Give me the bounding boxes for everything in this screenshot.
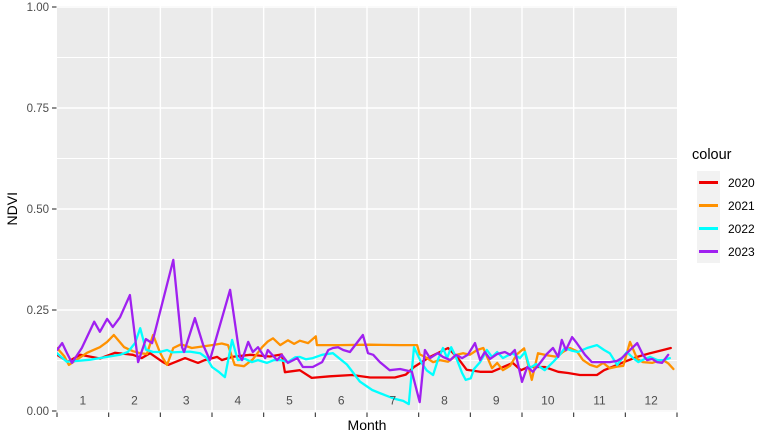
legend-item-label: 2021 <box>728 198 755 213</box>
legend-item-2022: 2022 <box>697 217 755 240</box>
x-axis-title: Month <box>347 417 387 433</box>
x-tick-label: 4 <box>234 394 241 408</box>
legend-item-label: 2020 <box>728 175 755 190</box>
y-tick-label: 0.75 <box>27 103 49 115</box>
legend-item-2021: 2021 <box>697 194 755 217</box>
legend: colour 2020 2021 2022 2023 <box>692 147 755 263</box>
y-tick-label: 0.50 <box>27 204 49 216</box>
x-tick-label: 6 <box>338 394 345 408</box>
x-tick-label: 8 <box>441 394 448 408</box>
x-tick-label: 1 <box>79 394 86 408</box>
legend-key <box>697 240 720 263</box>
series-line-2021 <box>57 333 675 382</box>
series-line-2023 <box>57 258 670 404</box>
legend-key-line <box>699 204 718 207</box>
y-axis-title: NDVI <box>4 6 20 412</box>
legend-key <box>697 194 720 217</box>
x-tick-label: 9 <box>493 394 500 408</box>
legend-key-line <box>699 227 718 230</box>
y-tick-label: 0.25 <box>27 305 49 317</box>
legend-item-label: 2022 <box>728 221 755 236</box>
legend-item-label: 2023 <box>728 244 755 259</box>
legend-item-2023: 2023 <box>697 240 755 263</box>
x-tick-label: 2 <box>131 394 138 408</box>
y-axis-title-text: NDVI <box>4 192 20 226</box>
y-tick-label: 0.00 <box>27 406 49 418</box>
x-tick-label: 11 <box>593 394 606 408</box>
legend-key <box>697 217 720 240</box>
x-tick-label: 12 <box>644 394 658 408</box>
series-line-2020 <box>57 346 672 380</box>
y-tick-label: 1.00 <box>27 2 49 14</box>
legend-key-line <box>699 181 718 184</box>
legend-title: colour <box>692 147 732 163</box>
legend-key <box>697 171 720 194</box>
x-tick-label: 5 <box>286 394 293 408</box>
legend-key-line <box>699 250 718 253</box>
legend-item-2020: 2020 <box>697 171 755 194</box>
x-tick-label: 3 <box>183 394 190 408</box>
x-tick-label: 7 <box>389 394 396 408</box>
x-tick-label: 10 <box>541 394 555 408</box>
legend-items: 2020 2021 2022 2023 <box>697 171 755 263</box>
